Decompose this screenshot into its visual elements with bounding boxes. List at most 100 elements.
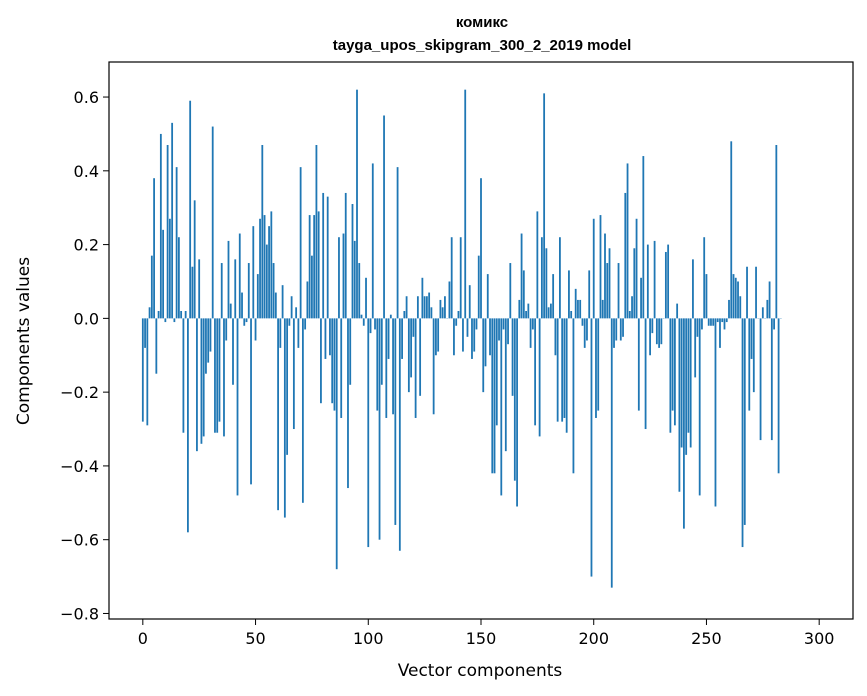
bar-118: [407, 318, 410, 393]
bar-233: [667, 244, 670, 319]
bar-73: [306, 281, 309, 319]
bar-212: [619, 318, 622, 341]
bar-151: [482, 318, 485, 393]
bar-6: [155, 318, 158, 374]
bar-205: [604, 233, 606, 319]
bar-119: [410, 318, 413, 378]
y-tick-label: 0.4: [74, 162, 99, 181]
bar-160: [502, 318, 505, 330]
bar-47: [247, 263, 250, 319]
y-tick-label: 0.0: [74, 309, 99, 328]
bar-64: [286, 318, 289, 455]
bar-245: [694, 318, 697, 378]
bar-213: [622, 318, 624, 337]
bar-210: [615, 318, 618, 341]
bar-96: [358, 263, 361, 319]
bar-259: [725, 318, 728, 323]
bar-104: [376, 318, 379, 411]
x-tick-label: 150: [466, 629, 497, 648]
bar-188: [565, 318, 568, 433]
bar-116: [403, 310, 406, 319]
y-axis-label: Components values: [14, 257, 34, 425]
bar-86: [335, 318, 338, 570]
bar-57: [270, 211, 273, 319]
bar-164: [511, 318, 514, 396]
bar-148: [475, 318, 478, 330]
bar-69: [297, 318, 300, 348]
bar-65: [288, 318, 291, 326]
bar-147: [473, 318, 476, 352]
bar-167: [518, 299, 521, 319]
bar-134: [444, 296, 446, 319]
x-tick-label: 300: [804, 629, 835, 648]
bar-35: [220, 263, 223, 319]
bar-25: [198, 259, 201, 319]
bar-169: [522, 270, 525, 319]
bar-220: [637, 318, 640, 411]
bar-83: [329, 318, 331, 356]
bar-228: [655, 318, 658, 345]
bar-42: [236, 318, 239, 496]
bar-221: [640, 277, 642, 319]
bar-195: [581, 318, 584, 326]
bar-2: [146, 318, 149, 426]
bar-180: [547, 307, 550, 319]
bar-32: [214, 318, 216, 433]
bar-222: [642, 156, 645, 319]
bar-121: [414, 318, 417, 418]
bar-18: [182, 318, 185, 433]
bar-209: [613, 318, 615, 348]
bar-159: [500, 318, 503, 496]
bar-263: [734, 277, 737, 319]
bar-247: [698, 318, 701, 496]
bar-122: [416, 296, 419, 319]
bar-114: [398, 318, 401, 551]
bar-282: [777, 318, 780, 474]
bar-268: [746, 266, 748, 319]
bar-208: [610, 318, 613, 588]
y-tick-label: 0.6: [74, 88, 99, 107]
bar-102: [371, 163, 374, 319]
bar-191: [572, 318, 575, 474]
bar-140: [457, 310, 460, 319]
bar-22: [191, 266, 194, 319]
bar-153: [486, 274, 489, 319]
bar-192: [574, 288, 577, 319]
bar-52: [259, 218, 261, 319]
bar-98: [362, 318, 365, 326]
bar-149: [477, 255, 480, 319]
bar-181: [549, 303, 552, 319]
bar-158: [498, 318, 500, 341]
bar-61: [279, 318, 282, 348]
bar-176: [538, 318, 541, 437]
bar-60: [277, 318, 279, 511]
bar-17: [180, 310, 183, 319]
bar-216: [628, 310, 631, 319]
bar-189: [568, 270, 570, 319]
bar-236: [673, 318, 676, 426]
bar-144: [466, 318, 469, 337]
bar-117: [405, 296, 408, 319]
bar-24: [196, 318, 198, 452]
bar-190: [570, 310, 573, 319]
x-axis-label: Vector components: [398, 661, 563, 681]
x-tick-label: 0: [138, 629, 148, 648]
bar-15: [175, 167, 178, 319]
bar-90: [344, 192, 347, 319]
y-axis-ticks: −0.8 −0.6 −0.4 −0.2 0.0 0.2 0.4 0.6: [60, 88, 109, 623]
bar-13: [171, 122, 174, 319]
bar-177: [540, 237, 543, 319]
bar-197: [586, 318, 588, 341]
bar-150: [480, 178, 482, 319]
bar-12: [168, 218, 171, 319]
bar-170: [525, 310, 527, 319]
bar-265: [739, 296, 742, 319]
bar-139: [455, 318, 458, 326]
bar-120: [412, 318, 415, 337]
bar-33: [216, 318, 219, 433]
bar-11: [166, 145, 169, 319]
bar-206: [606, 263, 609, 319]
bar-198: [588, 270, 591, 319]
bar-72: [304, 318, 307, 330]
